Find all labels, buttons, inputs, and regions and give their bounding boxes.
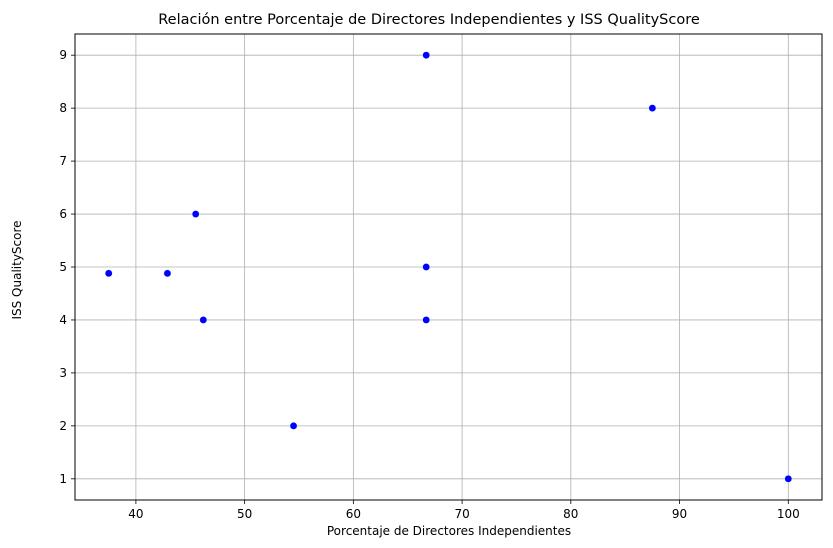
x-axis-label: Porcentaje de Directores Independientes [327, 524, 571, 538]
data-point [199, 316, 208, 324]
y-tick-label: 9 [59, 48, 67, 62]
y-tick-label: 5 [59, 260, 67, 274]
x-tick-label: 50 [237, 507, 252, 521]
data-point [648, 104, 657, 112]
y-tick-label: 8 [59, 101, 67, 115]
x-axis-ticks: 40 50 60 70 80 90 100 [128, 500, 800, 521]
y-tick-label: 2 [59, 419, 67, 433]
data-point [163, 269, 172, 278]
x-tick-label: 90 [672, 507, 687, 521]
x-tick-label: 80 [563, 507, 578, 521]
data-points [104, 51, 793, 483]
y-tick-label: 7 [59, 154, 67, 168]
data-point [422, 51, 431, 59]
y-tick-label: 4 [59, 313, 67, 327]
data-point [289, 422, 298, 430]
y-tick-label: 1 [59, 472, 67, 486]
data-point [422, 263, 431, 271]
y-tick-label: 3 [59, 366, 67, 380]
chart-title: Relación entre Porcentaje de Directores … [158, 12, 700, 28]
data-point [104, 269, 113, 278]
y-tick-label: 6 [59, 207, 67, 221]
grid [75, 34, 822, 500]
x-tick-label: 40 [128, 507, 143, 521]
y-axis-label: ISS QualityScore [10, 220, 24, 319]
data-point [784, 475, 793, 483]
data-point [191, 210, 200, 218]
x-tick-label: 70 [454, 507, 469, 521]
x-tick-label: 60 [346, 507, 361, 521]
x-tick-label: 100 [777, 507, 800, 521]
y-axis-ticks: 1 2 3 4 5 6 7 8 9 [59, 48, 75, 486]
data-point [422, 316, 431, 324]
